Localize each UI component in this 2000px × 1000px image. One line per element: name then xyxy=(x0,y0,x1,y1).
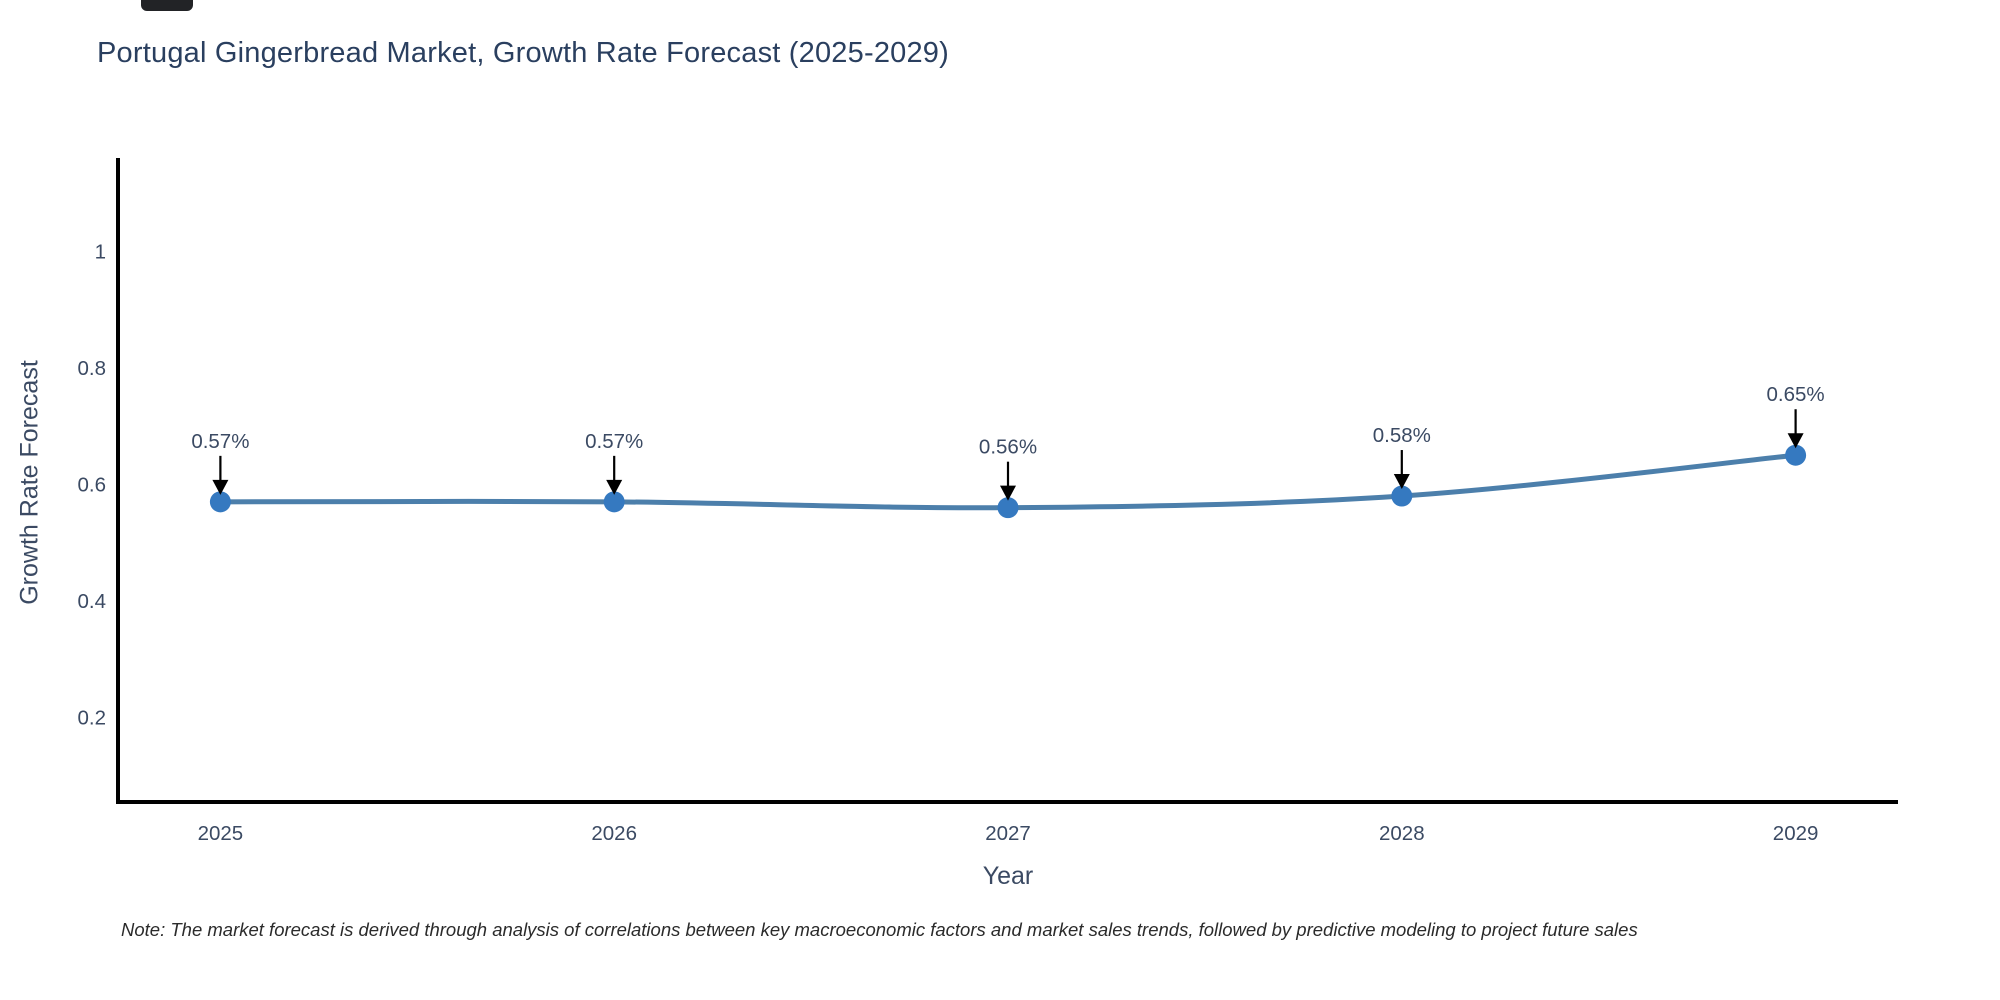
data-point-marker-2029[interactable] xyxy=(1785,444,1807,466)
data-point-marker-2026[interactable] xyxy=(603,491,625,513)
point-annotation-label: 0.65% xyxy=(1767,383,1825,406)
axes xyxy=(116,158,1898,804)
x-tick-label: 2029 xyxy=(1773,822,1819,845)
data-point-markers[interactable] xyxy=(209,444,1807,519)
x-tick-label: 2025 xyxy=(198,822,244,845)
footnote: Note: The market forecast is derived thr… xyxy=(121,919,1638,940)
annotation-arrowhead xyxy=(1000,485,1016,501)
chart-title: Portugal Gingerbread Market, Growth Rate… xyxy=(97,37,949,69)
data-point-marker-2027[interactable] xyxy=(997,497,1019,519)
window-chrome-fragment xyxy=(141,0,193,11)
annotation-arrowhead xyxy=(1393,474,1410,490)
tick-labels: 0.2 0.4 0.6 0.8 1 2025 2026 2027 2028 2029 xyxy=(78,240,1819,845)
annotation-arrowhead xyxy=(212,479,229,495)
y-tick-label: 0.8 xyxy=(78,357,107,380)
y-tick-label: 0.4 xyxy=(78,590,107,613)
y-axis-title: Growth Rate Forecast xyxy=(15,360,44,605)
annotation-arrowhead xyxy=(1787,433,1804,449)
point-annotation-label: 0.58% xyxy=(1373,424,1431,447)
point-annotation-label: 0.56% xyxy=(979,436,1037,459)
point-annotation-label: 0.57% xyxy=(191,430,249,453)
x-tick-label: 2027 xyxy=(985,822,1031,845)
point-annotations: 0.57% 0.57% 0.56% 0.58% 0.65% xyxy=(191,383,1825,501)
y-tick-label: 1 xyxy=(95,240,106,263)
axis-lines xyxy=(116,158,1898,804)
y-tick-label: 0.6 xyxy=(78,474,107,497)
x-tick-label: 2028 xyxy=(1379,822,1425,845)
data-point-marker-2025[interactable] xyxy=(209,491,231,513)
annotation-arrowhead xyxy=(606,479,623,495)
x-axis-title: Year xyxy=(982,862,1034,890)
x-tick-label: 2026 xyxy=(591,822,637,845)
data-point-marker-2028[interactable] xyxy=(1391,485,1413,507)
point-annotation-label: 0.57% xyxy=(585,430,643,453)
y-tick-label: 0.2 xyxy=(78,707,107,730)
